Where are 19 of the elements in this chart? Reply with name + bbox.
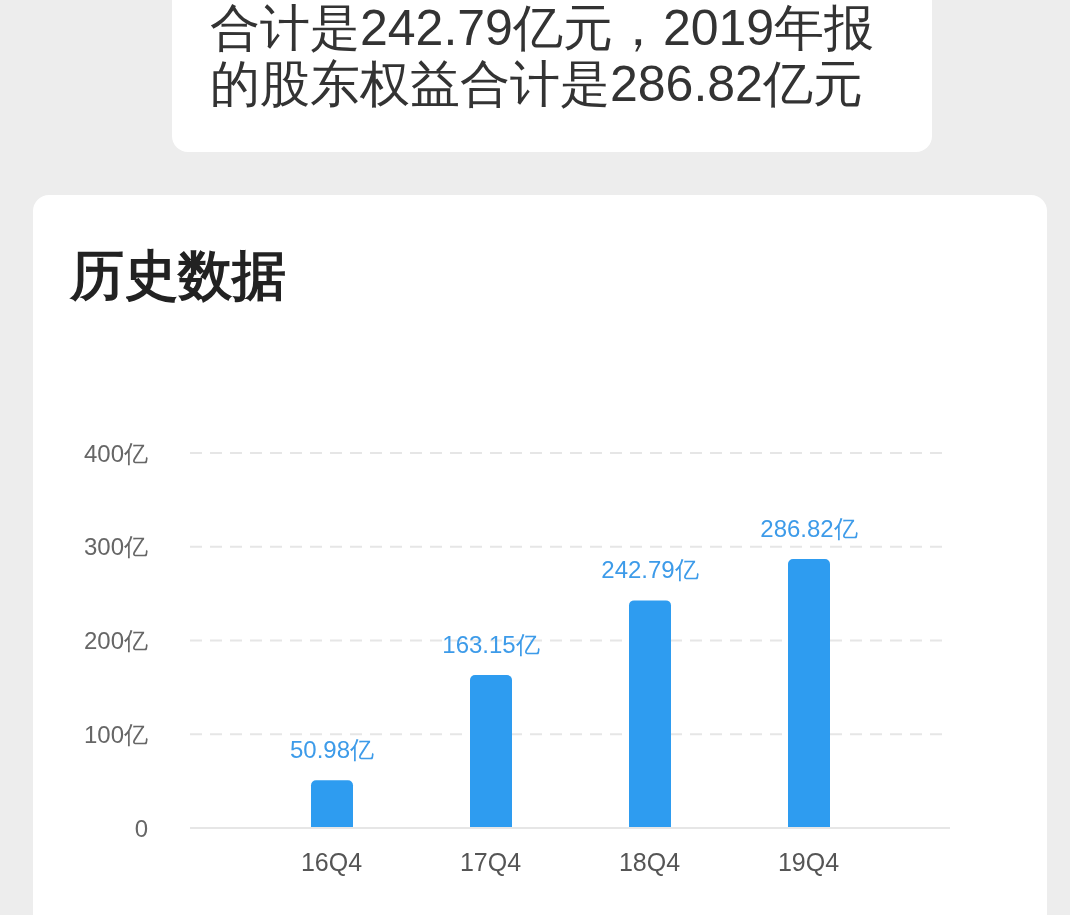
y-tick-label: 400亿 — [83, 439, 148, 467]
data-label: 286.82亿 — [760, 515, 858, 543]
chart-title: 历史数据 — [70, 244, 286, 307]
bar — [470, 675, 512, 828]
y-tick-label: 100亿 — [83, 720, 148, 748]
data-label: 242.79亿 — [601, 556, 699, 584]
x-tick-label: 16Q4 — [300, 847, 363, 876]
x-tick-label: 17Q4 — [459, 847, 522, 876]
bar — [788, 559, 830, 828]
bar — [311, 780, 353, 828]
y-tick-label: 300亿 — [83, 533, 148, 561]
y-tick-label: 0 — [134, 814, 148, 842]
bar — [629, 600, 671, 828]
x-tick-label: 18Q4 — [618, 847, 681, 876]
text: 合计是242.79亿元，2019年报的股东权益合计是286.82亿元 — [210, 0, 876, 112]
y-tick-label: 200亿 — [83, 627, 148, 655]
x-tick-label: 19Q4 — [777, 847, 840, 876]
data-label: 50.98亿 — [289, 736, 375, 764]
data-label: 163.15亿 — [442, 631, 540, 659]
